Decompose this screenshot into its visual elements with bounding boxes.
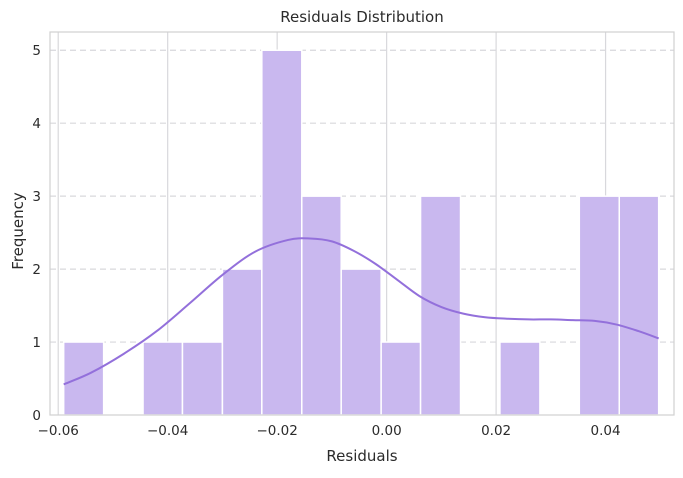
- x-tick-label-2: −0.02: [256, 423, 297, 439]
- x-tick-label-5: 0.04: [591, 423, 621, 439]
- histogram-bar-13: [578, 195, 621, 416]
- y-tick-label-3: 3: [32, 189, 41, 205]
- histogram-bar-0: [62, 341, 105, 416]
- y-tick-label-5: 5: [32, 43, 41, 59]
- histogram-bar-11: [499, 341, 541, 416]
- histogram-bar-9: [419, 195, 462, 416]
- x-axis-label: Residuals: [326, 447, 397, 465]
- x-tick-label-3: 0.00: [372, 423, 402, 439]
- y-tick-label-1: 1: [32, 335, 41, 351]
- y-tick-label-4: 4: [32, 116, 41, 132]
- chart-title: Residuals Distribution: [280, 8, 443, 26]
- y-tick-label-2: 2: [32, 262, 41, 278]
- x-tick-label-0: −0.06: [38, 423, 79, 439]
- histogram-bar-8: [380, 341, 422, 416]
- x-tick-label-4: 0.02: [481, 423, 511, 439]
- histogram-bar-6: [301, 195, 342, 416]
- x-tick-label-1: −0.04: [147, 423, 188, 439]
- axes-frame: [49, 31, 675, 416]
- histogram-bar-5: [261, 49, 303, 416]
- histogram-bar-14: [618, 195, 660, 416]
- y-tick-label-0: 0: [32, 408, 41, 424]
- kde-curve: [63, 237, 660, 386]
- histogram-bar-3: [181, 341, 224, 416]
- histogram-bar-2: [142, 341, 184, 416]
- histogram-bar-7: [340, 268, 382, 416]
- histogram-bar-4: [221, 268, 263, 416]
- y-axis-label: Frequency: [9, 192, 27, 270]
